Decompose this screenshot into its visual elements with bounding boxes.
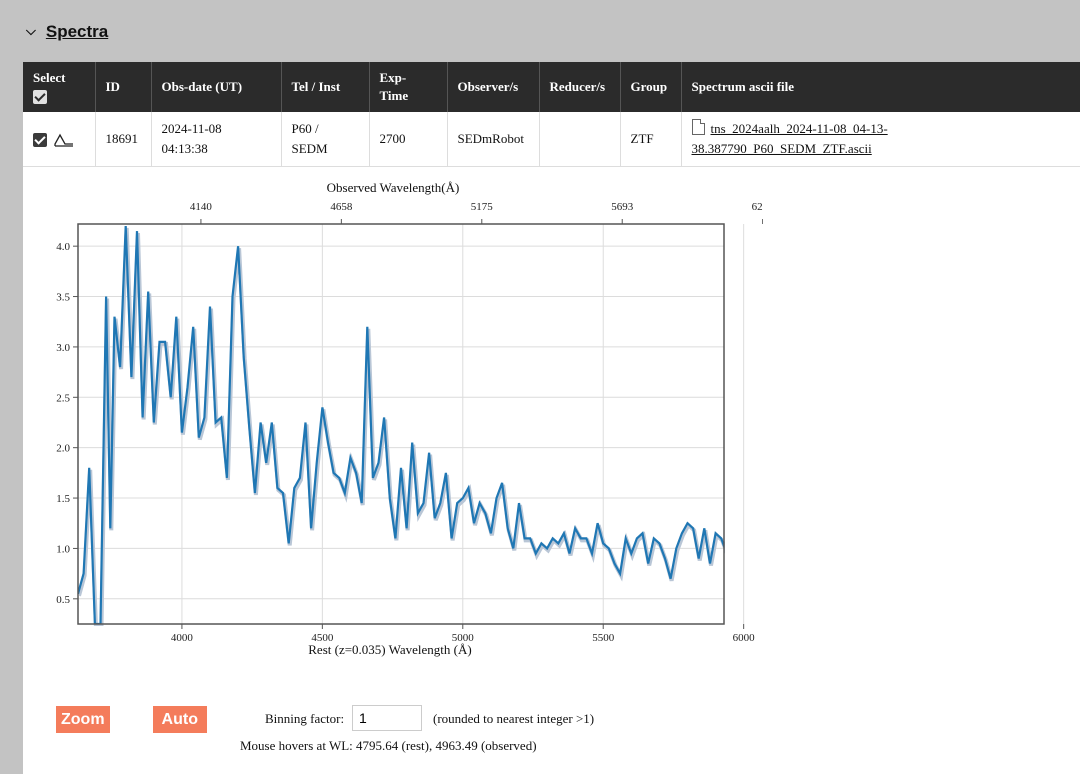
table-header-row: Select ID Obs-date (UT) Tel / Inst Exp- … xyxy=(23,62,1080,112)
row-instrument: SEDM xyxy=(291,141,328,156)
top-tick-label: 4658 xyxy=(330,201,353,213)
row-reducer xyxy=(539,112,621,167)
y-tick-label: 2.0 xyxy=(56,443,70,455)
hover-wavelength-readout: Mouse hovers at WL: 4795.64 (rest), 4963… xyxy=(240,738,537,753)
col-exp-time-line2: Time xyxy=(379,88,409,103)
spectrum-chart[interactable]: 4000 4140 4500 4658 5000 5175 5500 5693 6000 6210… xyxy=(23,168,763,768)
col-file[interactable]: Spectrum ascii file xyxy=(681,62,1080,112)
row-obs-date: 2024-11-08 04:13:38 xyxy=(151,112,282,167)
col-select-label: Select xyxy=(33,70,66,85)
row-select-cell xyxy=(23,112,96,167)
y-tick-label: 1.5 xyxy=(56,493,70,505)
col-group[interactable]: Group xyxy=(620,62,682,112)
select-all-checkbox[interactable] xyxy=(33,90,47,105)
auto-zoom-button[interactable]: Auto Zoom xyxy=(153,706,207,755)
row-telescope: P60 / xyxy=(291,121,319,136)
spectrum-plot-icon[interactable] xyxy=(54,132,74,148)
section-header-spectra[interactable]: ⌵ Spectra xyxy=(26,18,108,46)
y-tick-label: 3.5 xyxy=(56,292,70,304)
y-tick-label: 2.5 xyxy=(56,392,70,404)
row-group: ZTF xyxy=(620,112,682,167)
spectrum-line xyxy=(78,225,724,624)
x-axis-title: Rest (z=0.035) Wavelength (Å) xyxy=(308,642,471,657)
spectrum-file-link[interactable]: tns_2024aalh_2024-11-08_04-13- 38.387790_… xyxy=(692,121,888,156)
table-row: 18691 2024-11-08 04:13:38 P60 / SEDM 270… xyxy=(23,112,1080,167)
row-obs-date-time: 04:13:38 xyxy=(161,141,208,156)
top-axis-title: Observed Wavelength(Å) xyxy=(327,180,460,195)
zoom-full-button[interactable]: Zoom Full xyxy=(56,706,110,755)
col-reducer[interactable]: Reducer/s xyxy=(539,62,621,112)
col-tel-inst[interactable]: Tel / Inst xyxy=(281,62,370,112)
row-tel-inst: P60 / SEDM xyxy=(281,112,370,167)
y-tick-label: 3.0 xyxy=(56,342,70,354)
binning-factor-label: Binning factor: xyxy=(265,711,345,726)
row-exp-time: 2700 xyxy=(369,112,448,167)
top-tick-label: 5175 xyxy=(471,201,494,213)
x-tick-label: 5000 xyxy=(452,632,475,644)
row-id: 18691 xyxy=(95,112,152,167)
y-tick-label: 1.0 xyxy=(56,543,70,555)
chevron-down-icon[interactable]: ⌵ xyxy=(26,23,36,38)
col-observer[interactable]: Observer/s xyxy=(447,62,540,112)
col-obs-date[interactable]: Obs-date (UT) xyxy=(151,62,282,112)
x-tick-label: 4500 xyxy=(311,632,334,644)
spectra-table: Select ID Obs-date (UT) Tel / Inst Exp- … xyxy=(23,62,1080,167)
x-tick-label: 6000 xyxy=(733,632,756,644)
col-exp-time-line1: Exp- xyxy=(379,70,407,85)
top-tick-label: 4140 xyxy=(190,201,213,213)
col-exp-time[interactable]: Exp- Time xyxy=(369,62,448,112)
top-tick-label: 6210 xyxy=(752,201,763,213)
row-obs-date-day: 2024-11-08 xyxy=(161,121,222,136)
col-select: Select xyxy=(23,62,96,112)
binning-factor-note: (rounded to nearest integer >1) xyxy=(433,711,595,726)
y-tick-label: 0.5 xyxy=(56,594,70,606)
top-tick-label: 5693 xyxy=(611,201,634,213)
col-id[interactable]: ID xyxy=(95,62,152,112)
binning-factor-input[interactable] xyxy=(352,705,422,731)
file-icon xyxy=(691,119,705,135)
section-title[interactable]: Spectra xyxy=(45,22,109,41)
file-link-line1: tns_2024aalh_2024-11-08_04-13- xyxy=(710,121,888,136)
x-tick-label: 5500 xyxy=(592,632,615,644)
spectra-panel: Select ID Obs-date (UT) Tel / Inst Exp- … xyxy=(23,62,1080,774)
x-tick-label: 4000 xyxy=(171,632,194,644)
y-tick-label: 4.0 xyxy=(56,241,70,253)
row-select-checkbox[interactable] xyxy=(33,133,47,148)
row-file: tns_2024aalh_2024-11-08_04-13- 38.387790_… xyxy=(681,112,1080,167)
row-observer: SEDmRobot xyxy=(447,112,540,167)
file-link-line2: 38.387790_P60_SEDM_ZTF.ascii xyxy=(691,141,872,156)
plot-frame xyxy=(77,223,725,625)
plot-area xyxy=(78,224,724,624)
